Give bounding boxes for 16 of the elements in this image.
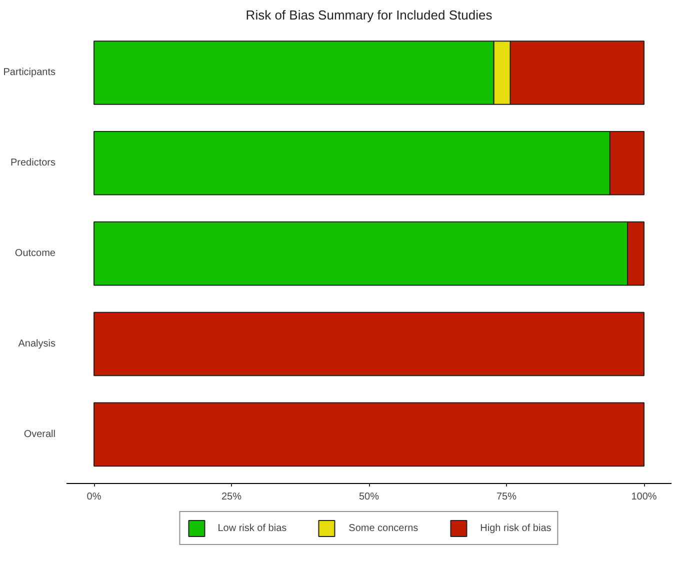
y-tick-label: Participants (3, 67, 56, 78)
y-tick-label: Overall (24, 428, 56, 440)
bar (94, 402, 644, 467)
x-tick-label: 75% (496, 491, 517, 502)
x-tick-label: 100% (631, 491, 657, 502)
legend-label: High risk of bias (480, 522, 552, 534)
legend-label: Some concerns (348, 522, 418, 534)
y-tick-label: Outcome (14, 248, 56, 260)
bar (94, 312, 644, 376)
x-tick-label: 50% (358, 491, 380, 502)
x-tick-label: 0% (86, 491, 102, 502)
x-tick-label: 25% (221, 491, 242, 502)
chart-title: Risk of Bias Summary for Included Studies (246, 8, 493, 22)
y-tick-label: Predictors (10, 158, 56, 169)
legend-label: Low risk of bias (218, 522, 287, 534)
y-tick-label: Analysis (18, 338, 56, 350)
